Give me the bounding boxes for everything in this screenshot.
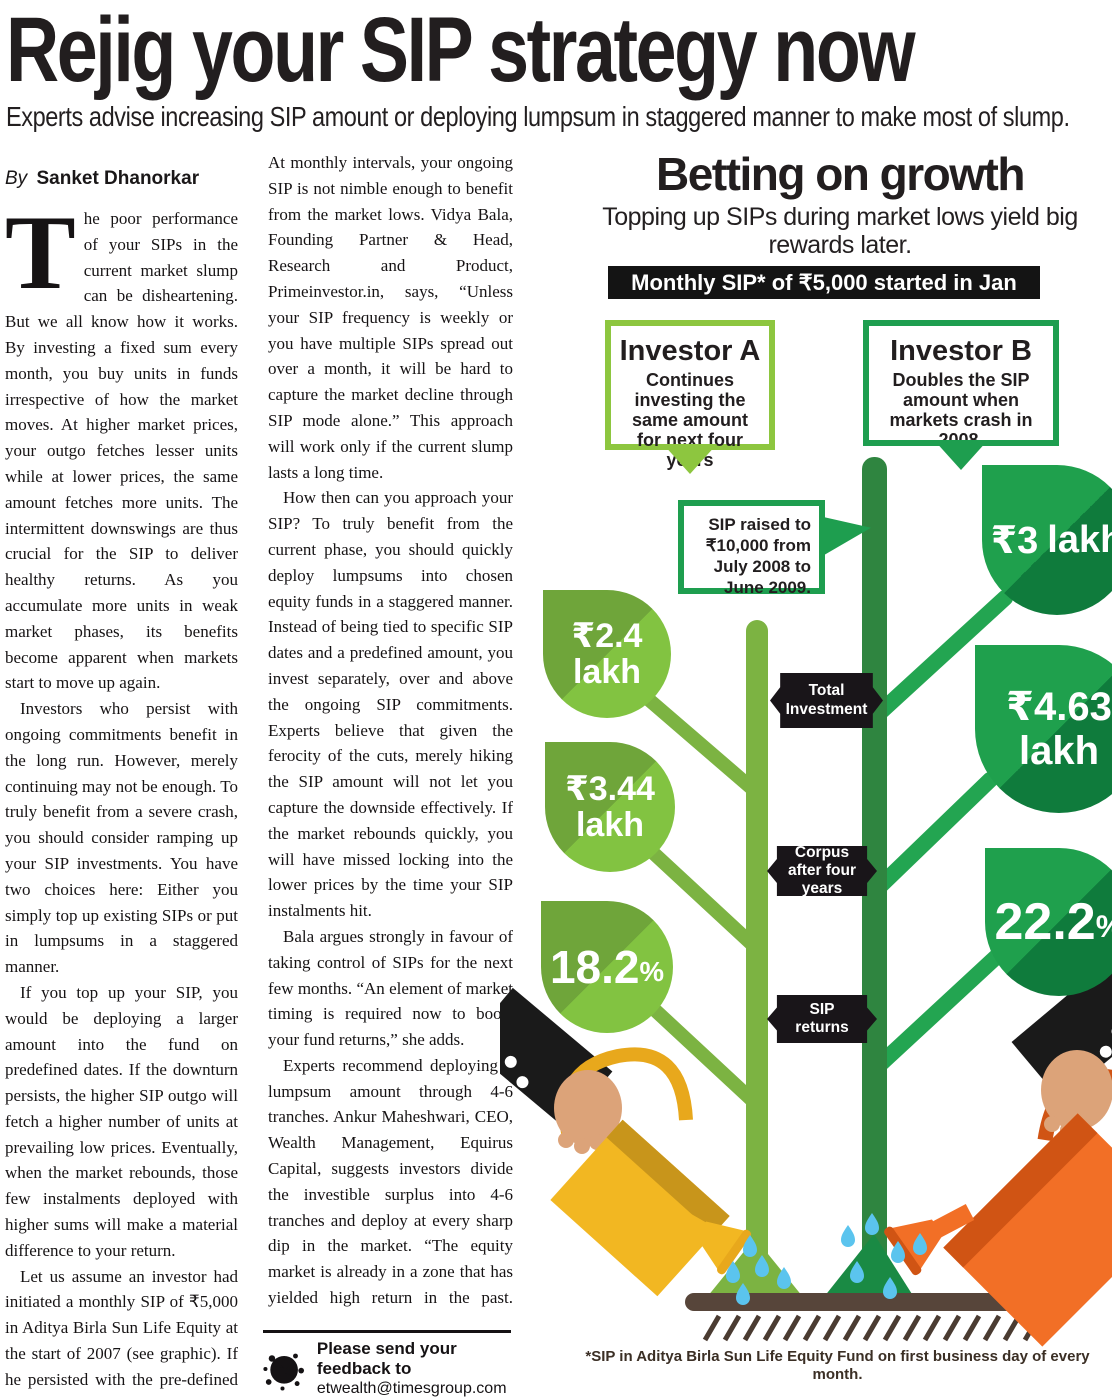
paragraph: How then can you approach your SIP? To t… <box>268 488 513 921</box>
leaf-unit: lakh <box>575 806 645 844</box>
paragraph: Investors who persist with ongoing commi… <box>5 699 238 977</box>
feedback-email: etwealth@timesgroup.com <box>316 1380 507 1397</box>
article-column-2: At monthly intervals, your ongoing SIP i… <box>268 150 513 1315</box>
feedback-line: Please send your feedback to <box>316 1339 457 1378</box>
ground-hatching <box>702 1314 1042 1342</box>
callout-text: SIP raised to ₹10,000 from July 2008 to … <box>705 515 811 597</box>
leaf-value: ₹3 <box>990 519 1039 562</box>
byline-prefix: By <box>5 168 28 189</box>
leaf-value: 22.2 <box>994 893 1096 951</box>
infographic-subtitle: Topping up SIPs during market lows yield… <box>602 203 1078 259</box>
leaf-unit: lakh <box>1047 518 1112 561</box>
investor-a-corpus-leaf: ₹3.44 lakh <box>545 742 675 872</box>
page-subtitle: Experts advise increasing SIP amount or … <box>6 101 1070 132</box>
suit-sleeve-right <box>1011 958 1112 1101</box>
investor-a-total-leaf: ₹2.4 lakh <box>543 590 671 718</box>
page-title: Rejig your SIP strategy now <box>6 0 916 101</box>
ground-bar <box>685 1293 1062 1311</box>
ink-splat-icon <box>263 1353 305 1391</box>
leaf-unit: % <box>639 956 665 987</box>
label-sip-returns: SIP returns <box>767 995 877 1043</box>
infographic-footnote: *SIP in Aditya Birla Sun Life Equity Fun… <box>585 1348 1090 1383</box>
paragraph: Let us assume an investor had initiated … <box>5 1266 238 1396</box>
paragraph: If you top up your SIP, you would be dep… <box>5 982 238 1260</box>
investor-a-stem <box>746 620 768 1304</box>
leaf-value: 18.2 <box>549 941 640 993</box>
feedback-block: Please send your feedback to etwealth@ti… <box>263 1330 511 1399</box>
paragraph: Experts recommend deploying a lumpsum am… <box>268 1055 513 1315</box>
pointer-triangle <box>663 444 717 474</box>
orange-watering-can <box>884 958 1112 1347</box>
investor-b-total-leaf: ₹3 lakh <box>982 465 1112 615</box>
investor-b-branches <box>866 590 1016 1078</box>
drop-cap: T <box>5 194 76 311</box>
paragraph-text: he poor performance of your SIPs in the … <box>5 209 238 693</box>
feedback-text: Please send your feedback to etwealth@ti… <box>317 1339 511 1398</box>
investor-b-desc: Doubles the SIP amount when markets cras… <box>889 370 1033 450</box>
investor-a-box: Investor A Continues investing the same … <box>605 320 775 474</box>
investor-a-name: Investor A <box>619 335 761 367</box>
byline-author: Sanket Dhanorkar <box>36 168 200 189</box>
infographic-title: Betting on growth <box>656 148 1025 200</box>
leaf-value: ₹2.4 <box>571 617 643 655</box>
leaf-unit: lakh <box>572 653 642 691</box>
paragraph: At monthly intervals, your ongoing SIP i… <box>268 153 513 482</box>
leaf-value: ₹3.44 <box>565 770 655 808</box>
investor-b-name: Investor B <box>890 335 1032 367</box>
sip-raised-callout: SIP raised to ₹10,000 from July 2008 to … <box>678 500 871 597</box>
pointer-triangle <box>934 440 988 470</box>
leaf-value: ₹4.63 <box>1006 685 1112 729</box>
can-body-right <box>943 1113 1112 1347</box>
byline: By Sanket Dhanorkar <box>5 168 238 190</box>
investor-b-box: Investor B Doubles the SIP amount when m… <box>863 320 1059 470</box>
paragraph: Bala argues strongly in favour of taking… <box>268 926 513 1050</box>
investor-a-branches <box>633 685 763 1109</box>
tree-scene-illustration <box>500 457 1112 1347</box>
investor-a-returns-leaf: 18.2 % <box>541 901 673 1033</box>
water-drops <box>726 1213 927 1305</box>
hand-left <box>554 1070 622 1146</box>
leaf-unit: lakh <box>1018 729 1100 773</box>
hand-right <box>1041 1050 1112 1130</box>
investor-b-corpus-leaf: ₹4.63 lakh <box>975 645 1112 813</box>
infographic-banner: Monthly SIP* of ₹5,000 started in Jan 20… <box>608 266 1040 328</box>
investor-b-stem <box>862 457 887 1304</box>
can-body-left <box>550 1119 730 1297</box>
investor-b-returns-leaf: 22.2 % <box>985 848 1112 996</box>
yellow-watering-can <box>500 987 752 1297</box>
label-corpus-after-four-years: Corpus after four years <box>767 846 877 896</box>
label-total-investment: Total Investment <box>770 673 883 728</box>
leaf-unit: % <box>1096 909 1112 945</box>
